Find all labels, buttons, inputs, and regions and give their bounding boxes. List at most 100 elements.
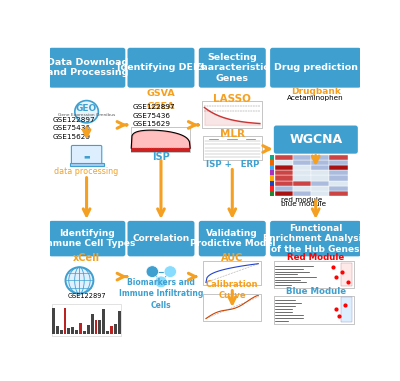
Bar <box>270 160 274 165</box>
Text: Validating
Prodictive Model: Validating Prodictive Model <box>190 229 275 248</box>
Bar <box>270 181 274 186</box>
Bar <box>270 170 274 175</box>
Bar <box>68 328 70 334</box>
Circle shape <box>155 276 167 288</box>
Bar <box>75 330 78 334</box>
Bar <box>70 163 104 166</box>
Bar <box>52 308 55 334</box>
Bar <box>275 165 293 170</box>
Text: Drugbank: Drugbank <box>291 87 341 96</box>
Bar <box>329 160 348 165</box>
Bar <box>329 175 348 181</box>
Bar <box>118 311 121 334</box>
Bar <box>311 181 329 186</box>
Text: GSE122897: GSE122897 <box>68 293 106 299</box>
Bar <box>329 170 348 175</box>
Bar <box>114 324 117 334</box>
Bar <box>270 165 274 170</box>
Text: Gene Expression Omnibus: Gene Expression Omnibus <box>58 113 115 117</box>
Bar <box>204 261 261 285</box>
Text: MLR: MLR <box>220 129 245 139</box>
Bar <box>60 330 62 334</box>
Bar <box>311 160 329 165</box>
Text: Functional
Enrichment Analysis
of the Hub Genes: Functional Enrichment Analysis of the Hu… <box>264 224 368 253</box>
Bar <box>202 136 262 160</box>
Bar <box>311 155 329 160</box>
Bar <box>329 165 348 170</box>
Bar <box>329 181 348 186</box>
Text: GEO: GEO <box>76 104 97 113</box>
Bar <box>87 325 90 334</box>
FancyBboxPatch shape <box>71 146 102 165</box>
FancyBboxPatch shape <box>199 221 266 256</box>
Bar <box>91 314 94 334</box>
Text: data processing: data processing <box>54 167 119 176</box>
FancyBboxPatch shape <box>199 48 266 88</box>
Bar <box>110 326 113 334</box>
Bar <box>311 186 329 191</box>
FancyBboxPatch shape <box>270 48 361 88</box>
Text: GSVA
GSEA: GSVA GSEA <box>147 89 175 111</box>
Text: Data Download
and Processing: Data Download and Processing <box>46 58 128 77</box>
Text: Acetaminophen: Acetaminophen <box>287 95 344 101</box>
Bar <box>270 155 274 160</box>
Bar <box>293 160 311 165</box>
Bar <box>311 175 329 181</box>
Text: GSE122897
GSE75436
GSE15629: GSE122897 GSE75436 GSE15629 <box>132 104 175 127</box>
Bar <box>293 170 311 175</box>
Text: Drug prediction: Drug prediction <box>274 63 358 72</box>
Text: WGCNA: WGCNA <box>289 133 342 146</box>
Bar <box>102 309 105 334</box>
Bar <box>275 181 293 186</box>
Bar <box>329 191 348 196</box>
Bar <box>274 261 354 288</box>
Circle shape <box>146 266 158 277</box>
Bar <box>131 148 190 152</box>
Bar <box>202 101 262 128</box>
Bar <box>275 170 293 175</box>
Circle shape <box>66 267 94 294</box>
FancyBboxPatch shape <box>49 221 125 256</box>
Bar <box>64 308 66 334</box>
Text: Blue Module: Blue Module <box>286 287 346 296</box>
Bar <box>270 175 274 181</box>
Bar <box>341 263 352 286</box>
Bar <box>56 326 59 334</box>
Bar <box>275 191 293 196</box>
Bar <box>311 191 329 196</box>
Bar <box>131 127 190 152</box>
Bar <box>94 320 98 334</box>
Bar <box>329 155 348 160</box>
Bar <box>83 331 86 334</box>
Text: GSE122897
GSE75436
GSE15629: GSE122897 GSE75436 GSE15629 <box>53 117 96 140</box>
FancyBboxPatch shape <box>274 125 358 154</box>
Bar <box>275 155 293 160</box>
Text: blue module: blue module <box>281 201 326 207</box>
FancyBboxPatch shape <box>128 221 194 256</box>
Text: Biomarkers and
Immune Infiltrating
Cells: Biomarkers and Immune Infiltrating Cells <box>119 278 203 310</box>
Bar <box>106 331 109 334</box>
Bar <box>275 186 293 191</box>
Bar <box>293 191 311 196</box>
Text: Identifying DEPs: Identifying DEPs <box>117 63 205 72</box>
Bar <box>293 155 311 160</box>
Bar <box>98 320 101 334</box>
Bar <box>79 323 82 334</box>
Bar <box>270 191 274 196</box>
Bar <box>270 186 274 191</box>
Bar <box>329 186 348 191</box>
FancyBboxPatch shape <box>128 48 194 88</box>
Bar <box>275 175 293 181</box>
Bar <box>293 186 311 191</box>
Text: AUC: AUC <box>221 253 244 263</box>
Text: Identifying
Immune Cell Types: Identifying Immune Cell Types <box>40 229 135 248</box>
Bar <box>293 165 311 170</box>
FancyBboxPatch shape <box>270 221 361 256</box>
Bar <box>71 327 74 334</box>
Text: ▬: ▬ <box>83 153 90 159</box>
Bar <box>204 295 261 321</box>
Circle shape <box>164 266 176 277</box>
Bar <box>293 175 311 181</box>
Bar <box>311 165 329 170</box>
Text: Red Module: Red Module <box>287 253 344 262</box>
